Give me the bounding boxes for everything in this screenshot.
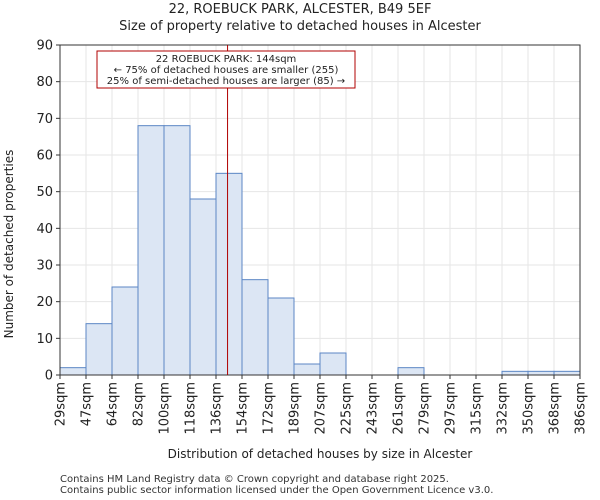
x-tick-label: 100sqm	[158, 382, 173, 435]
footer-copyright: Contains HM Land Registry data © Crown c…	[60, 474, 449, 485]
histogram-bar	[59, 367, 87, 376]
y-tick-label: 70	[36, 112, 53, 127]
histogram-bar	[501, 370, 529, 376]
histogram-bar	[241, 279, 269, 376]
histogram-bar	[111, 286, 139, 376]
x-tick-label: 368sqm	[548, 382, 563, 435]
annotation-line: ← 75% of detached houses are smaller (25…	[114, 65, 339, 76]
x-tick-label: 189sqm	[288, 382, 303, 435]
bars	[59, 125, 581, 376]
histogram-bar	[189, 198, 217, 376]
x-axis-label: Distribution of detached houses by size …	[168, 447, 473, 461]
histogram-bar	[137, 125, 165, 376]
x-tick-label: 154sqm	[236, 382, 251, 435]
annotation-box: 22 ROEBUCK PARK: 144sqm← 75% of detached…	[96, 50, 356, 89]
y-tick-label: 20	[36, 295, 53, 310]
x-tick-label: 118sqm	[184, 382, 199, 435]
x-tick-label: 64sqm	[106, 382, 121, 426]
x-tick-label: 172sqm	[262, 382, 277, 435]
x-tick-label: 386sqm	[574, 382, 589, 435]
x-tick-label: 297sqm	[444, 382, 459, 435]
histogram-bar	[319, 352, 347, 376]
footer-licence: Contains public sector information licen…	[60, 485, 494, 496]
x-tick-label: 47sqm	[80, 382, 95, 426]
y-tick-label: 90	[36, 39, 53, 54]
x-tick-label: 350sqm	[522, 382, 537, 435]
x-tick-label: 136sqm	[210, 382, 225, 435]
y-tick-label: 30	[36, 259, 53, 274]
y-tick-label: 10	[36, 332, 53, 347]
x-tick-label: 279sqm	[418, 382, 433, 435]
histogram-bar	[215, 172, 243, 376]
y-axis-label: Number of detached properties	[2, 150, 16, 339]
x-tick-label: 261sqm	[392, 382, 407, 435]
y-tick-label: 60	[36, 149, 53, 164]
histogram-bar	[267, 297, 295, 376]
annotation-frame	[96, 50, 356, 89]
histogram-bar	[397, 367, 425, 376]
histogram-bar	[163, 125, 191, 376]
chart-subtitle: Size of property relative to detached ho…	[119, 19, 481, 34]
x-tick-label: 207sqm	[314, 382, 329, 435]
y-tick-label: 40	[36, 222, 53, 237]
x-tick-label: 332sqm	[496, 382, 511, 435]
histogram-bar	[553, 370, 581, 376]
y-tick-label: 80	[36, 75, 53, 90]
x-axis-ticks: 29sqm 47sqm 64sqm 82sqm 100sqm 118sqm 136sqm 15…	[54, 375, 589, 435]
x-tick-label: 29sqm	[54, 382, 69, 426]
annotation-line: 22 ROEBUCK PARK: 144sqm	[156, 54, 297, 65]
chart-title: 22, ROEBUCK PARK, ALCESTER, B49 5EF	[168, 2, 432, 17]
histogram-bar	[85, 323, 113, 376]
x-tick-label: 315sqm	[470, 382, 485, 435]
histogram-bar	[293, 363, 321, 376]
histogram-bar	[527, 370, 555, 376]
y-tick-label: 50	[36, 185, 53, 200]
y-tick-label: 0	[45, 369, 53, 384]
y-axis-ticks: 0 10 20 30 40 50 60 70 80 90	[36, 39, 60, 384]
x-tick-label: 82sqm	[132, 382, 147, 426]
x-tick-label: 243sqm	[366, 382, 381, 435]
annotation-line: 25% of semi-detached houses are larger (…	[107, 76, 345, 87]
x-tick-label: 225sqm	[340, 382, 355, 435]
